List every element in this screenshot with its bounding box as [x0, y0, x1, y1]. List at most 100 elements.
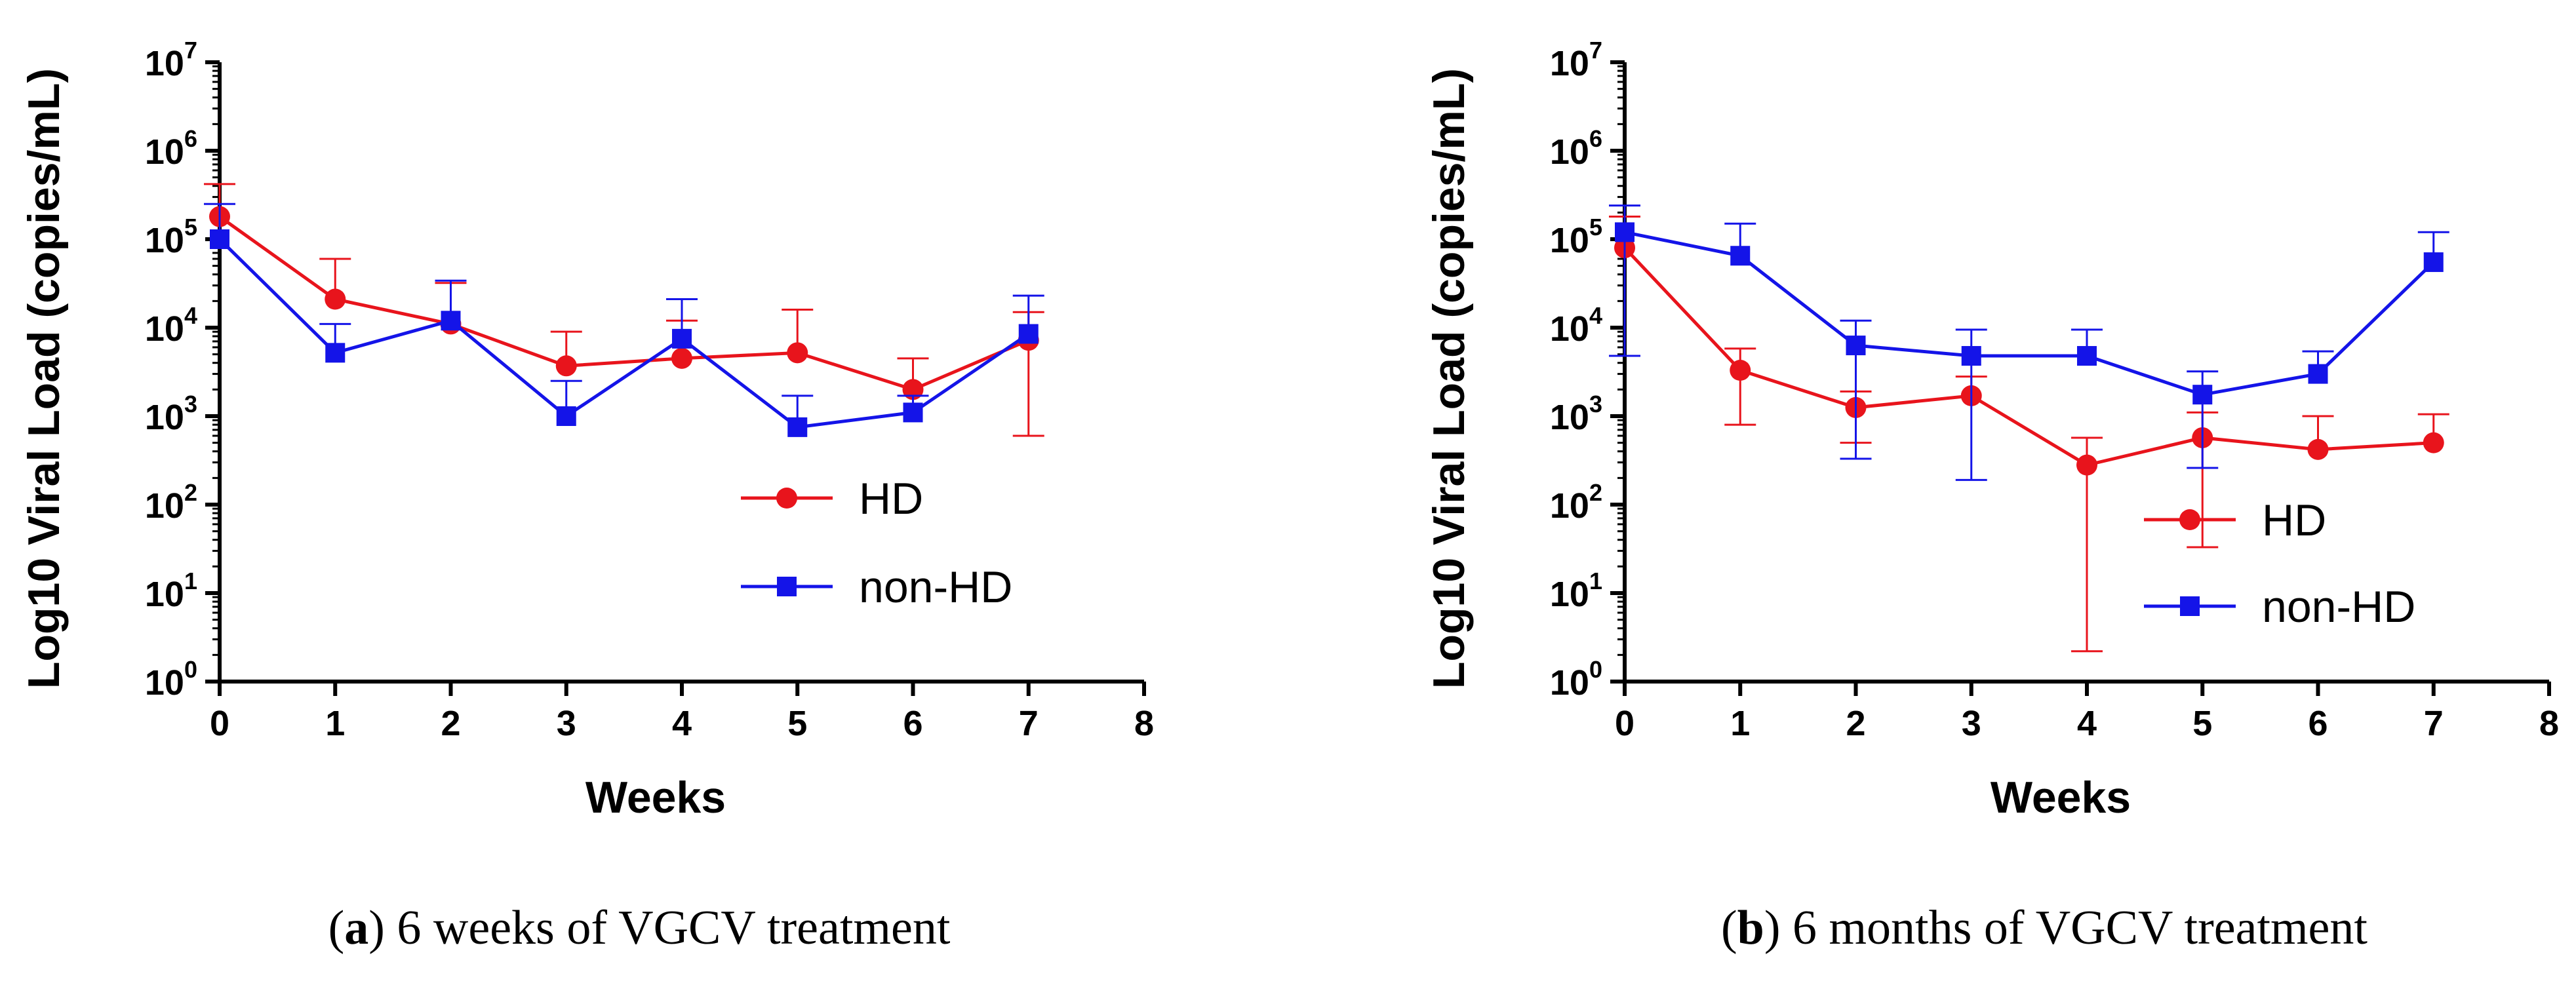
y-tick-exp: 7: [1589, 37, 1602, 64]
y-tick-exp: 2: [1589, 479, 1602, 506]
y-tick-label: 103: [1550, 391, 1602, 437]
y-tick-exp: 0: [1589, 656, 1602, 683]
y-tick-base: 10: [145, 575, 184, 614]
y-tick-label: 105: [1550, 214, 1602, 260]
legend-label: HD: [2262, 495, 2326, 545]
y-tick-base: 10: [1550, 309, 1589, 349]
data-point: [1018, 324, 1039, 344]
y-tick-label: 100: [1550, 656, 1602, 703]
panel-letter: b: [1737, 901, 1764, 955]
y-tick-exp: 2: [184, 479, 197, 506]
panel-letter: a: [344, 901, 368, 955]
panel-caption: (b) 6 months of VGCV treatment: [1721, 901, 2368, 955]
x-tick-label: 3: [557, 704, 576, 743]
legend-marker: [2179, 509, 2200, 530]
y-tick-exp: 1: [184, 568, 197, 594]
x-tick-label: 1: [1730, 704, 1750, 743]
y-tick-label: 104: [145, 302, 197, 349]
x-tick-label: 6: [2308, 704, 2328, 743]
data-point: [1615, 222, 1635, 242]
data-point: [787, 342, 808, 364]
y-tick-base: 10: [1550, 575, 1589, 614]
legend-label: non-HD: [2262, 582, 2415, 632]
y-tick-label: 107: [1550, 37, 1602, 83]
y-tick-label: 106: [1550, 125, 1602, 172]
y-tick-exp: 3: [184, 391, 197, 417]
series-non-hd: [204, 202, 1044, 437]
y-tick-label: 101: [145, 568, 197, 614]
y-tick-exp: 3: [1589, 391, 1602, 417]
data-point: [555, 355, 577, 377]
y-tick-label: 102: [145, 479, 197, 526]
legend-marker: [776, 488, 797, 509]
y-tick-exp: 0: [184, 656, 197, 683]
y-tick-label: 105: [145, 214, 197, 260]
y-tick-label: 107: [145, 37, 197, 83]
data-point: [2077, 346, 2097, 366]
y-tick-base: 10: [1550, 486, 1589, 526]
data-point: [2307, 438, 2329, 460]
x-tick-label: 7: [1019, 704, 1039, 743]
data-point: [2192, 385, 2213, 405]
data-point: [556, 406, 576, 426]
panel-caption: (a) 6 weeks of VGCV treatment: [328, 901, 951, 955]
series-line: [1624, 230, 2435, 396]
x-tick-label: 8: [1134, 704, 1154, 743]
y-tick-base: 10: [1550, 663, 1589, 703]
y-tick-base: 10: [145, 398, 184, 437]
x-tick-label: 0: [1615, 704, 1635, 743]
x-tick-label: 2: [1846, 704, 1865, 743]
data-point: [1730, 246, 1751, 266]
y-tick-label: 102: [1550, 479, 1602, 526]
y-tick-base: 10: [1550, 221, 1589, 260]
y-tick-base: 10: [1550, 398, 1589, 437]
y-tick-exp: 7: [184, 37, 197, 64]
data-point: [672, 328, 692, 349]
y-tick-base: 10: [145, 486, 184, 526]
data-point: [2423, 252, 2444, 273]
x-tick-label: 1: [325, 704, 345, 743]
x-tick-label: 2: [441, 704, 460, 743]
data-point: [2423, 432, 2444, 453]
data-point: [671, 347, 692, 369]
data-point: [1961, 346, 1981, 366]
series-line: [218, 238, 1030, 429]
series-hd: [204, 183, 1044, 437]
y-tick-base: 10: [145, 132, 184, 172]
legend: HD non-HD: [741, 474, 1012, 612]
caption-text: 6 weeks of VGCV treatment: [397, 901, 950, 955]
y-tick-label: 103: [145, 391, 197, 437]
x-axis-title: Weeks: [1991, 773, 2131, 822]
x-tick-label: 6: [903, 704, 922, 743]
y-tick-base: 10: [145, 663, 184, 703]
y-tick-exp: 5: [184, 214, 197, 241]
x-axis-title: Weeks: [585, 773, 726, 822]
legend-label: non-HD: [859, 562, 1012, 612]
data-point: [903, 402, 923, 423]
y-tick-exp: 6: [184, 125, 197, 152]
x-tick-label: 5: [787, 704, 807, 743]
x-tick-label: 8: [2539, 704, 2559, 743]
series-hd: [1609, 216, 2449, 653]
legend: HD non-HD: [2144, 495, 2415, 632]
y-tick-base: 10: [1550, 44, 1589, 83]
legend-marker: [777, 577, 797, 596]
y-tick-label: 104: [1550, 302, 1602, 349]
x-tick-label: 0: [210, 704, 229, 743]
y-axis-title: Log10 Viral Load (copies/mL): [19, 68, 69, 689]
x-tick-label: 3: [1962, 704, 1981, 743]
x-tick-label: 4: [672, 704, 692, 743]
y-tick-base: 10: [145, 221, 184, 260]
y-tick-exp: 6: [1589, 125, 1602, 152]
series-line: [1623, 246, 2434, 467]
y-tick-base: 10: [145, 44, 184, 83]
y-tick-label: 106: [145, 125, 197, 172]
y-tick-label: 100: [145, 656, 197, 703]
series-non-hd: [1609, 204, 2449, 481]
data-point: [2308, 364, 2328, 384]
data-point: [2076, 454, 2097, 476]
y-tick-exp: 4: [1589, 302, 1602, 329]
